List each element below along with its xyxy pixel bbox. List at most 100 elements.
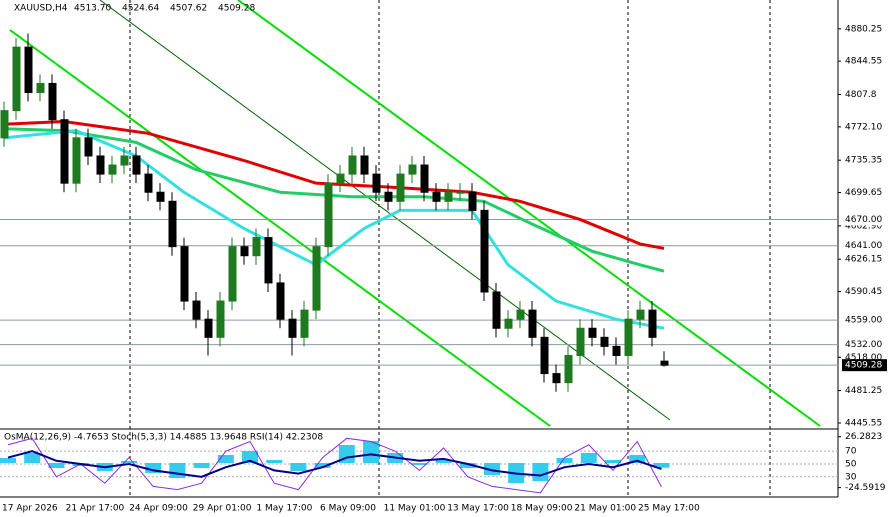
candle-body [312, 246, 321, 311]
indicator-tick-label: 70 [845, 447, 857, 457]
osma-bar [629, 455, 646, 463]
x-tick-label: 17 Apr 2026 [2, 504, 58, 514]
y-tick-label: 4735.35 [845, 156, 882, 166]
level-label: 4641.00 [845, 241, 882, 251]
x-tick-label: 11 May 01:00 [384, 504, 446, 514]
trend-line [9, 29, 551, 427]
header-value: 4509.28 [218, 4, 255, 14]
x-tick-label: 24 Apr 09:00 [129, 504, 188, 514]
level-label: 4532.00 [845, 340, 882, 350]
osma-bar [169, 463, 186, 478]
symbol: XAUUSD,H4 [14, 4, 68, 14]
osma-bar [217, 455, 234, 463]
osma-bar [363, 441, 379, 463]
candle-body [648, 309, 657, 338]
indicator-tick-label: 50 [845, 459, 857, 469]
osma-bar [266, 460, 283, 463]
level-label: 4670.00 [845, 215, 882, 225]
osma-bar [459, 463, 476, 468]
x-tick-label: 29 Apr 01:00 [193, 504, 252, 514]
indicator-tick-label: -24.5919 [845, 483, 886, 493]
candle-body [120, 155, 129, 166]
candle-body [432, 191, 441, 202]
candle-body [408, 164, 417, 175]
y-tick-label: 4518.00 [845, 353, 882, 363]
osma-bar [605, 460, 621, 463]
candle-body [552, 373, 561, 384]
y-tick-label: 4772.10 [845, 122, 882, 132]
candle-body [420, 164, 429, 193]
candle-body [612, 345, 621, 356]
y-tick-label: 4590.45 [845, 287, 882, 297]
candle-body [24, 46, 33, 93]
candle-body [0, 110, 9, 139]
y-tick-label: 4807.8 [845, 90, 877, 100]
indicator-tick-label: 30 [845, 472, 857, 482]
trend-line [237, 0, 821, 427]
candle-body [156, 191, 165, 202]
stoch-line [7, 437, 662, 494]
candle-body [456, 191, 465, 194]
osma-bar [121, 461, 137, 463]
candle-body [384, 191, 393, 202]
candle-body [168, 200, 177, 248]
candle-body [180, 246, 189, 302]
candle-body [336, 173, 345, 184]
candle-body [216, 300, 225, 338]
y-tick-label: 4699.65 [845, 188, 882, 198]
candle-body [348, 155, 357, 175]
y-tick-label: 4844.55 [845, 57, 882, 67]
level-box [842, 338, 887, 351]
candle-body [204, 318, 213, 338]
indicator-title: OsMA(12,26,9) -4.7653 Stoch(5,3,3) 14.48… [4, 433, 323, 443]
osma-bar [145, 463, 162, 473]
level-label: 4559.00 [845, 316, 882, 326]
osma-bar [532, 463, 549, 481]
level-box [842, 359, 887, 372]
candle-body [240, 246, 249, 257]
candle-body [60, 119, 69, 184]
candle-body [252, 237, 261, 257]
candle-body [372, 173, 381, 193]
osma-bar [242, 451, 258, 463]
trend-line [99, 0, 671, 421]
level-box [842, 314, 887, 327]
y-tick-label: 4481.25 [845, 386, 882, 396]
y-tick-label: 4445.55 [845, 418, 882, 428]
candle-body [564, 354, 573, 384]
level-label: 4509.28 [845, 361, 882, 371]
header-value: 4507.62 [170, 4, 207, 14]
candle-body [300, 309, 309, 338]
candle-body [624, 318, 633, 356]
candle-body [660, 360, 669, 366]
candle-body [72, 137, 81, 184]
candle-body [36, 82, 45, 93]
osma-bar [290, 463, 307, 471]
osma-bar [580, 453, 597, 463]
candle-body [504, 318, 513, 329]
candle-body [516, 309, 525, 320]
x-tick-label: 21 May 01:00 [574, 504, 636, 514]
y-tick-label: 4662.90 [845, 221, 882, 231]
candle-body [132, 155, 141, 175]
candle-body [264, 237, 273, 284]
candle-body [588, 327, 597, 338]
candle-body [288, 318, 297, 338]
candle-body [228, 246, 237, 302]
y-tick-label: 4626.15 [845, 255, 882, 265]
vertical-separators [129, 0, 771, 497]
candle-body [636, 309, 645, 320]
candle-body [360, 155, 369, 175]
candle-body [276, 282, 285, 320]
candle-body [540, 336, 549, 375]
header-value: 4524.64 [122, 4, 159, 14]
candle-body [468, 191, 477, 211]
osma-bar [0, 458, 16, 463]
osma-bar [193, 463, 210, 468]
x-tick-label: 6 May 09:00 [320, 504, 376, 514]
candle-body [444, 191, 453, 202]
candle-body [192, 300, 201, 320]
osma-bar [411, 463, 428, 465]
osma-bar [48, 463, 65, 468]
